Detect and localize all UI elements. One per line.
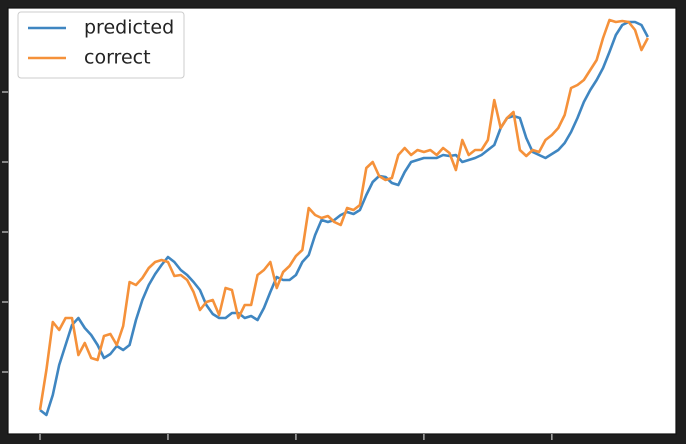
line-series <box>38 18 649 411</box>
legend-label: predicted <box>84 17 174 39</box>
legend-label: correct <box>84 47 151 69</box>
